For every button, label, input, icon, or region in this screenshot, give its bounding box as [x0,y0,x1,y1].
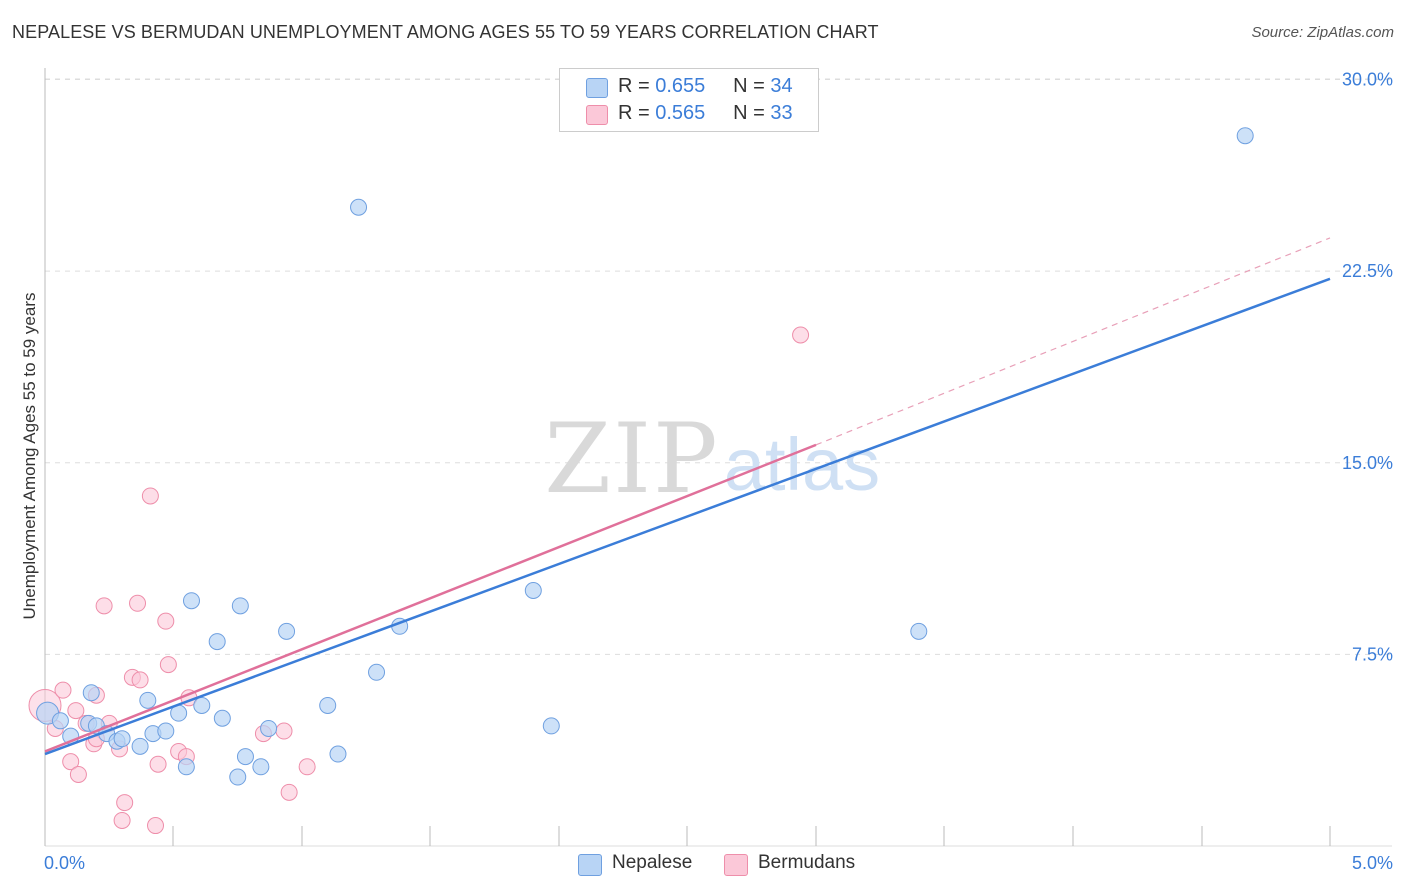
nepalese-point [319,696,337,714]
nepalese-point [131,737,149,755]
x-tick-label: 5.0% [1352,853,1393,873]
y-tick-label: 15.0% [1342,453,1393,473]
bottom-legend-swatch-nepalese [578,854,602,876]
legend-r-value-nepalese: 0.655 [655,75,706,97]
bermudans-trend-line [44,443,817,753]
nepalese-point [113,730,131,748]
y-tick-label: 7.5% [1352,644,1393,664]
nepalese-point [524,582,542,599]
trend-lines [44,237,1331,756]
nepalese-point [260,719,278,737]
chart-source: Source: ZipAtlas.com [1251,24,1394,41]
nepalese-trend-line [44,277,1331,756]
legend-n-label: N = [733,75,765,97]
bermudans-point [159,656,177,674]
legend-n-label: N = [733,102,765,124]
nepalese-point [157,722,175,740]
bermudans-point [157,612,175,630]
bottom-legend-label-bermudans: Bermudans [758,852,856,873]
legend-r-label: R = [618,102,650,124]
nepalese-point [278,622,296,640]
legend-swatch-bermudans [586,105,608,125]
bermudans-point [149,755,167,773]
nepalese-point [910,622,928,640]
chart-title: NEPALESE VS BERMUDAN UNEMPLOYMENT AMONG … [12,22,879,42]
legend-n-value-nepalese: 34 [770,75,793,97]
nepalese-point [542,717,560,735]
bermudans-point [62,753,80,771]
nepalese-point [1236,127,1254,145]
x-tick-label: 0.0% [44,853,85,873]
nepalese-point [139,691,157,709]
legend: R = 0.655 N = 34 R = 0.565 N = 33 [559,68,819,132]
legend-r-value-bermudans: 0.565 [655,102,706,124]
legend-r-label: R = [618,75,650,97]
bermudans-point [298,758,316,776]
bermudans-point [67,702,85,720]
bermudans-point [280,783,298,801]
grid-lines [45,78,1392,655]
nepalese-point [236,748,254,766]
nepalese-point [231,597,249,615]
bermudans-point [69,765,87,783]
nepalese-point [208,633,226,651]
bermudans-point [275,722,293,740]
bermudans-point [95,597,113,615]
nepalese-point [329,745,347,763]
bermudans-point [129,594,147,612]
nepalese-point [51,712,69,730]
watermark: ZIP atlas [544,403,880,515]
y-tick-label: 30.0% [1342,70,1393,90]
nepalese-point [177,758,195,776]
nepalese-point [182,592,200,610]
watermark-zip: ZIP [544,403,719,515]
tick-labels: 7.5% 15.0% 22.5% 30.0% 0.0% 5.0% [44,70,1393,874]
nepalese-point [229,768,247,786]
bermudans-point [116,794,134,812]
bermudans-point [54,681,72,699]
nepalese-point [193,696,211,714]
bottom-legend-label-nepalese: Nepalese [612,852,693,873]
nepalese-points [36,127,1254,786]
bermudans-point [131,671,149,689]
bermudans-trend-extension [815,237,1331,446]
legend-swatch-nepalese [586,78,608,98]
bermudans-point [792,326,810,344]
y-tick-label: 22.5% [1342,261,1393,281]
nepalese-point [82,684,100,702]
nepalese-point [350,198,368,216]
nepalese-point [252,758,270,776]
legend-n-value-bermudans: 33 [770,102,793,124]
bermudans-point [147,817,165,835]
bermudans-point [141,487,159,505]
y-axis-label: Unemployment Among Ages 55 to 59 years [20,292,39,620]
nepalese-point [213,709,231,727]
bottom-legend-swatch-bermudans [724,854,748,876]
bermudans-point [113,811,131,829]
nepalese-point [368,663,386,681]
